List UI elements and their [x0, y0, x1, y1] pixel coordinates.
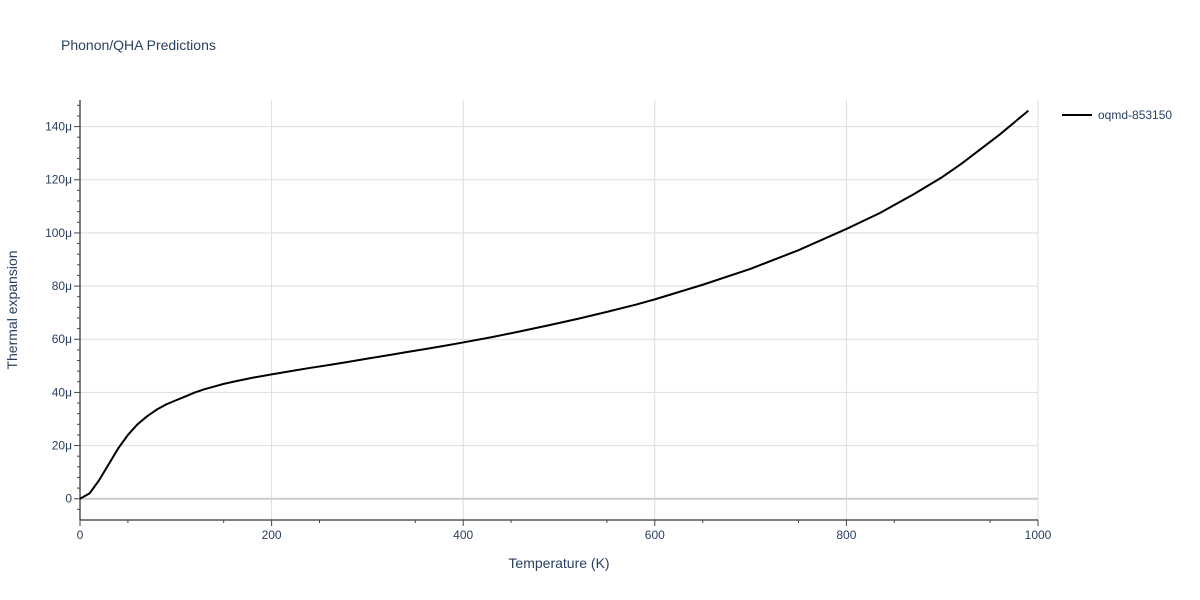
x-axis-title: Temperature (K)	[508, 555, 609, 571]
y-tick-label: 40μ	[52, 385, 72, 399]
axes	[79, 100, 1038, 521]
legend-label: oqmd-853150	[1098, 108, 1172, 122]
chart-title: Phonon/QHA Predictions	[61, 37, 216, 53]
y-tick-label: 140μ	[45, 120, 72, 134]
x-tick-label: 200	[262, 528, 282, 542]
y-tick-label: 100μ	[45, 226, 72, 240]
x-tick-label: 0	[77, 528, 84, 542]
y-tick-label: 20μ	[52, 439, 72, 453]
series-line	[79, 109, 1030, 500]
y-tick-label: 0	[65, 492, 72, 506]
x-tick-label: 1000	[1025, 528, 1052, 542]
y-tick-label: 80μ	[52, 279, 72, 293]
gridlines	[80, 100, 1039, 520]
x-tick-label: 800	[836, 528, 856, 542]
y-axis-title: Thermal expansion	[4, 250, 20, 369]
y-tick-label: 60μ	[52, 332, 72, 346]
x-tick-label: 400	[453, 528, 473, 542]
x-ticks: 0 200 400 600 800 1000	[77, 520, 1052, 542]
y-ticks: 0 20μ 40μ 60μ 80μ 100μ 120μ 140μ	[45, 104, 80, 510]
legend[interactable]: oqmd-853150	[1062, 108, 1172, 122]
x-tick-label: 600	[645, 528, 665, 542]
y-tick-label: 120μ	[45, 173, 72, 187]
series-layer	[79, 109, 1030, 500]
